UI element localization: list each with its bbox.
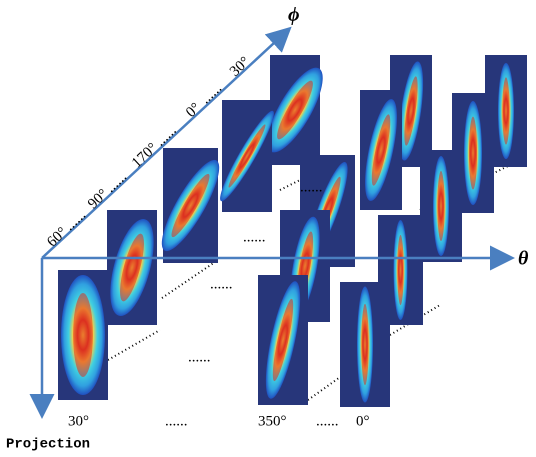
projection-tick: 0°: [356, 413, 370, 429]
heatmap-core: [502, 77, 509, 144]
projection-tick: 350°: [258, 413, 287, 429]
figure: ϕ θ Projection 60° ...... 90° ...... 170…: [0, 0, 536, 457]
heatmap-core: [73, 293, 93, 377]
theta-label: θ: [518, 248, 529, 270]
ellipsis: ......: [165, 413, 188, 429]
ellipsis: ......: [152, 122, 179, 149]
ellipsis: ......: [198, 80, 225, 107]
ellipsis: ......: [62, 207, 89, 234]
phi-label: ϕ: [288, 4, 300, 26]
ellipsis: ......: [243, 229, 266, 245]
phi-tick: 170°: [129, 140, 161, 171]
dotted-link: [108, 330, 160, 360]
phi-tick: 30°: [227, 54, 253, 80]
ellipsis: ......: [103, 169, 130, 196]
heatmap-core: [397, 235, 403, 305]
heatmap-core: [437, 171, 444, 241]
ellipsis: ......: [300, 179, 323, 195]
ellipsis: ......: [316, 413, 339, 429]
projection-label: Projection: [6, 437, 90, 453]
projection-tick: 30°: [68, 413, 89, 429]
phi-tick: 0°: [183, 100, 204, 121]
heatmap-core: [361, 304, 368, 385]
ellipsis: ......: [188, 349, 211, 365]
ellipsis: ......: [210, 276, 233, 292]
dotted-link: [162, 262, 215, 298]
panels: [58, 55, 527, 407]
heatmap-core: [469, 117, 477, 190]
